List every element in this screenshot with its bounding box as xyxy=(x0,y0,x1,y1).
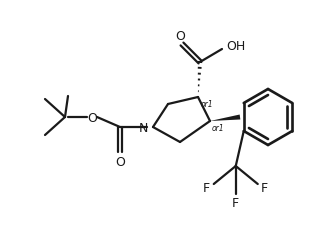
Text: F: F xyxy=(232,197,239,210)
Polygon shape xyxy=(210,115,240,121)
Text: or1: or1 xyxy=(212,123,225,132)
Text: O: O xyxy=(115,155,125,168)
Text: OH: OH xyxy=(226,39,246,52)
Text: F: F xyxy=(203,182,210,195)
Text: O: O xyxy=(87,111,97,124)
Text: F: F xyxy=(261,182,268,195)
Text: N: N xyxy=(138,121,148,134)
Text: or1: or1 xyxy=(201,100,214,109)
Text: O: O xyxy=(175,29,185,42)
